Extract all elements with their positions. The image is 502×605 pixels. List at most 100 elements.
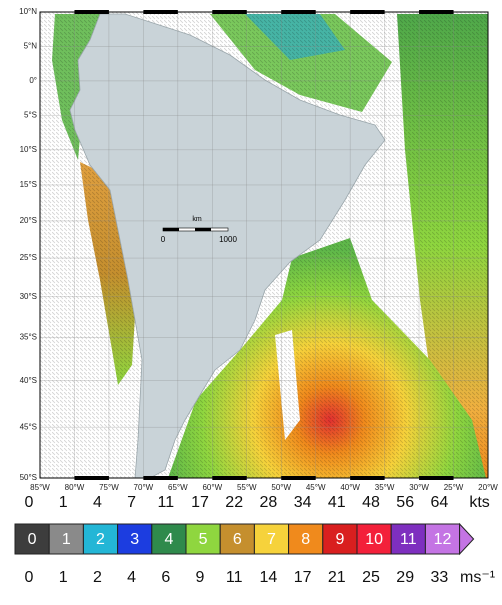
frame-tick xyxy=(350,10,385,14)
ms-label: 0 xyxy=(25,569,34,586)
lon-label: 75°W xyxy=(99,483,119,492)
bin-label: 1 xyxy=(62,531,71,548)
colorbar-arrow xyxy=(459,522,475,556)
ms-unit: ms⁻¹ xyxy=(460,569,495,586)
color-bin xyxy=(288,523,324,555)
lon-label: 65°W xyxy=(168,483,188,492)
map-frame xyxy=(39,11,489,479)
kts-label: 17 xyxy=(191,494,209,511)
kts-label: 22 xyxy=(225,494,243,511)
lat-label: 5°N xyxy=(24,42,38,51)
lon-label: 60°W xyxy=(202,483,222,492)
frame-tick xyxy=(143,10,178,14)
lat-label: 10°N xyxy=(19,7,37,16)
ms-label: 6 xyxy=(161,569,170,586)
frame-tick xyxy=(350,476,385,480)
color-bin xyxy=(14,523,50,555)
scale-end: 1000 xyxy=(219,235,237,244)
kts-label: 64 xyxy=(431,494,449,511)
bin-label: 9 xyxy=(335,531,344,548)
color-bin xyxy=(185,523,221,555)
ms-label: 21 xyxy=(328,569,346,586)
kts-label: 11 xyxy=(157,494,174,511)
lat-label: 25°S xyxy=(20,253,37,262)
ms-label: 14 xyxy=(260,569,278,586)
bin-label: 2 xyxy=(96,531,105,548)
color-bin xyxy=(82,523,119,555)
color-bin xyxy=(424,523,461,555)
bin-label: 6 xyxy=(233,531,242,548)
lat-label: 0° xyxy=(29,76,37,85)
kts-label: 34 xyxy=(294,494,312,511)
frame-tick xyxy=(281,10,316,14)
frame-tick xyxy=(212,10,247,14)
bin-label: 5 xyxy=(199,531,208,548)
bin-label: 7 xyxy=(267,531,276,548)
scale-bar xyxy=(163,228,179,231)
ms-label: 17 xyxy=(294,569,312,586)
frame-tick xyxy=(74,476,109,480)
kts-label: 7 xyxy=(127,494,136,511)
scale-unit: km xyxy=(192,216,202,223)
lat-label: 10°S xyxy=(20,145,37,154)
ms-label: 29 xyxy=(396,569,414,586)
lon-label: 55°W xyxy=(237,483,257,492)
frame-tick xyxy=(143,476,178,480)
bin-label: 0 xyxy=(28,531,37,548)
ms-label: 1 xyxy=(59,569,68,586)
bin-label: 3 xyxy=(130,531,139,548)
lon-label: 25°W xyxy=(444,483,464,492)
lon-label: 35°W xyxy=(375,483,395,492)
ms-label: 4 xyxy=(127,569,136,586)
lon-label: 50°W xyxy=(271,483,291,492)
ms-label: 9 xyxy=(196,569,205,586)
kts-label: 41 xyxy=(328,494,346,511)
frame-ticks xyxy=(74,10,454,480)
bin-label: 8 xyxy=(301,531,310,548)
lon-label: 20°W xyxy=(478,483,498,492)
color-bin xyxy=(151,523,187,555)
bin-label: 4 xyxy=(164,531,173,548)
kts-label: 4 xyxy=(93,494,102,511)
color-bin xyxy=(48,523,84,555)
scale-bar xyxy=(195,228,211,231)
colorbar: 0 1 2 3 4 5 6 7 8 9 10 11 120 1 4 7 11 17 22 28 34 41 48 56 64 kt… xyxy=(14,494,495,586)
lon-label: 30°W xyxy=(409,483,429,492)
lon-label: 40°W xyxy=(340,483,360,492)
lat-label: 40°S xyxy=(20,376,37,385)
color-bin xyxy=(117,523,153,555)
map: km 0 1000 10°N 5°N 0° 5°S 10°S 15°S 20°S 25°S 30… xyxy=(19,7,498,492)
bin-label: 12 xyxy=(434,531,452,548)
kts-label: 56 xyxy=(396,494,414,511)
lat-label: 5°S xyxy=(24,110,37,119)
ms-label: 2 xyxy=(93,569,102,586)
kts-unit: kts xyxy=(469,494,489,511)
ms-label: 11 xyxy=(226,569,243,586)
kts-label: 48 xyxy=(362,494,380,511)
frame-tick xyxy=(419,476,454,480)
color-bin xyxy=(219,523,255,555)
lon-label: 70°W xyxy=(134,483,154,492)
bin-label: 11 xyxy=(400,531,417,548)
ms-label: 33 xyxy=(431,569,449,586)
lon-label: 85°W xyxy=(30,483,50,492)
frame-tick xyxy=(281,476,316,480)
kts-label: 1 xyxy=(59,494,68,511)
ms-label: 25 xyxy=(362,569,380,586)
land xyxy=(69,13,386,479)
lat-label: 15°S xyxy=(20,180,37,189)
lat-label: 35°S xyxy=(20,333,37,342)
lon-label: 45°W xyxy=(306,483,326,492)
lat-label: 30°S xyxy=(20,292,37,301)
lat-label: 20°S xyxy=(20,216,37,225)
kts-label: 28 xyxy=(260,494,278,511)
kts-label: 0 xyxy=(25,494,34,511)
bin-label: 10 xyxy=(365,531,383,548)
lat-label: 45°S xyxy=(20,422,37,431)
frame-tick xyxy=(74,10,109,14)
color-bin xyxy=(253,523,290,555)
color-bin xyxy=(390,523,426,555)
color-bin xyxy=(322,523,358,555)
